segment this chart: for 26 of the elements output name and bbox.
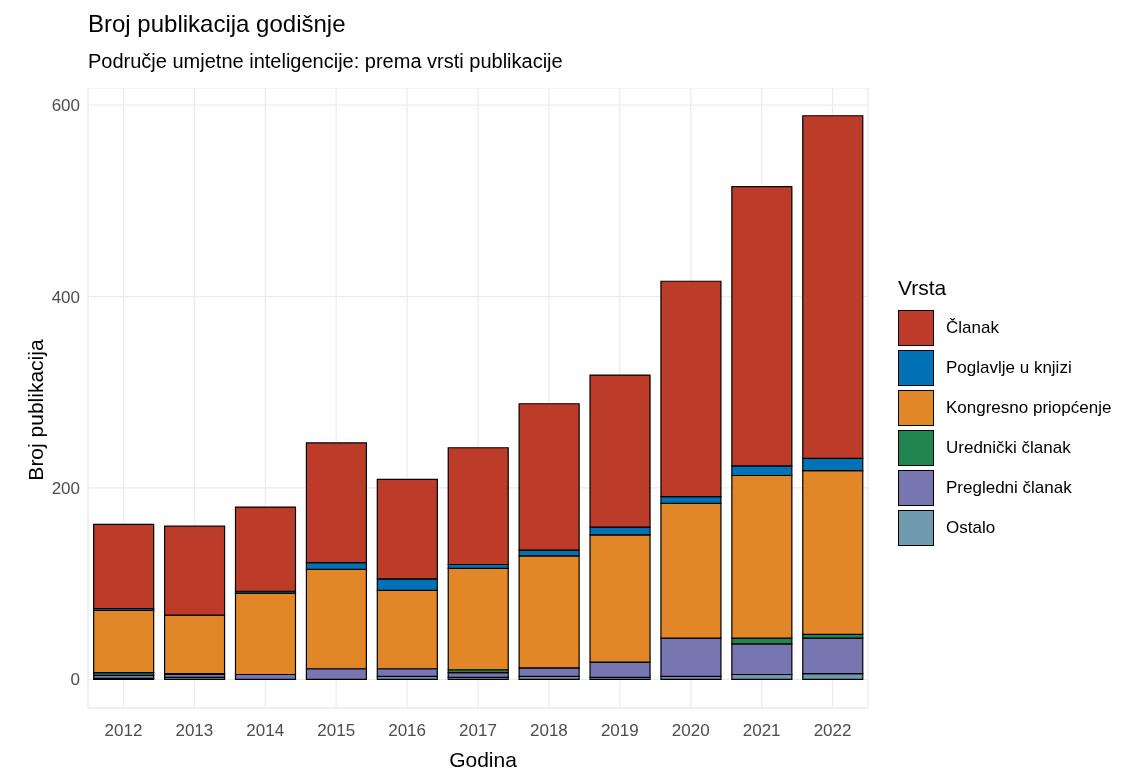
y-tick-label: 0 [70,670,80,690]
x-tick-label: 2012 [104,721,143,741]
legend-label: Poglavlje u knjizi [946,358,1072,378]
legend-label: Članak [946,318,999,338]
x-tick-label: 2013 [175,721,214,741]
legend-label: Ostalo [946,518,996,538]
x-tick-label: 2022 [813,721,852,741]
x-tick-label: 2017 [459,721,497,741]
y-tick-label: 200 [51,478,80,498]
x-tick-label: 2016 [388,721,426,741]
legend-label: Kongresno priopćenje [946,398,1112,418]
chart-title: Broj publikacija godišnje [88,10,346,38]
x-tick-label: 2018 [530,721,568,741]
x-axis-title: Godina [448,748,518,772]
legend-label: Pregledni članak [946,478,1072,498]
legend-title: Vrsta [898,276,948,300]
x-tick-label: 2014 [246,721,285,741]
x-tick-label: 2021 [742,721,781,741]
y-axis-title: Broj publikacija [24,338,48,483]
x-tick-label: 2020 [671,721,710,741]
x-tick-label: 2019 [600,721,639,741]
y-tick-label: 400 [51,287,80,307]
legend-label: Urednički članak [946,438,1071,458]
chart-subtitle: Područje umjetne inteligencije: prema vrsti publikacije [88,50,563,73]
x-tick-label: 2015 [317,721,356,741]
y-tick-label: 600 [51,96,80,116]
